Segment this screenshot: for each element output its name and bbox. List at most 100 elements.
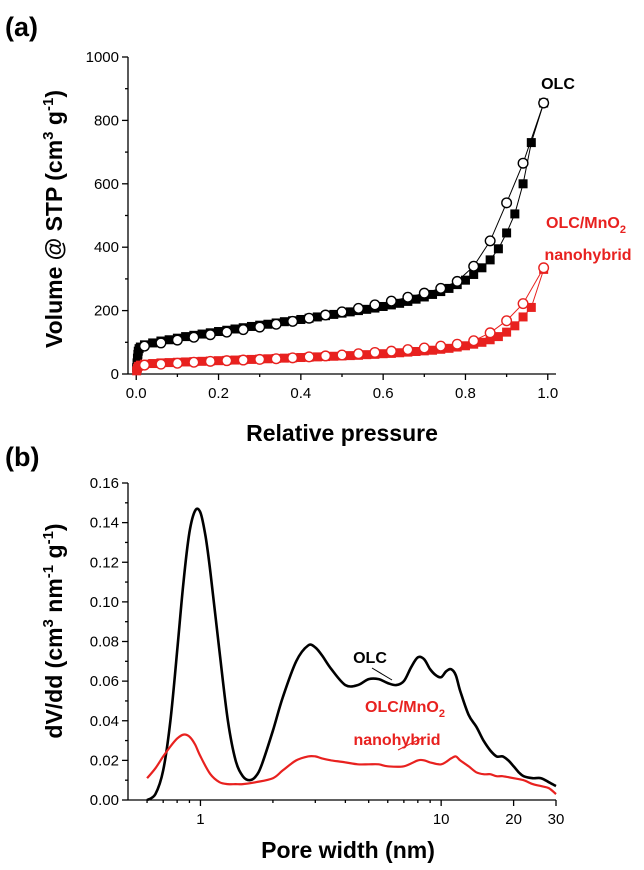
panel-a-olc-adsorption-point: [362, 304, 372, 314]
panel-a-olc-desorption-point: [221, 326, 233, 338]
panel-a-olc-desorption-point: [369, 299, 381, 311]
panel-a-mno2-adsorption-point: [214, 356, 224, 366]
panel-a-mno2-adsorption-point: [444, 343, 454, 353]
panel-a-mno2-adsorption-point: [510, 321, 520, 331]
panel-a-mno2-desorption-point: [501, 315, 513, 327]
panel-a-olc-adsorption-line: [136, 102, 545, 368]
panel-a-olc-desorption-point: [538, 97, 550, 109]
panel-a-olc-adsorption-point: [510, 209, 520, 219]
panel-a-mno2-desorption-point: [303, 351, 315, 363]
panel-a-mno2-adsorption-point: [378, 349, 388, 359]
panel-a-mno2-adsorption-point: [460, 341, 470, 351]
panel-a-olc-desorption-point: [287, 315, 299, 327]
panel-a-olc-desorption-point: [204, 329, 216, 341]
panel-a-mno2-desorption-point: [155, 358, 167, 370]
panel-a-mno2-desorption-point: [221, 355, 233, 367]
panel-a-mno2-desorption-point: [204, 355, 216, 367]
panel-a-mno2-adsorption-point: [312, 352, 322, 362]
panel-a-mno2-adsorption-point: [148, 359, 158, 369]
panel-b-y-tick-label: 0.12: [90, 554, 119, 571]
panel-a-mno2-adsorption-point: [428, 345, 438, 355]
panel-a-mno2-desorption-point: [270, 353, 282, 365]
panel-a-olc-desorption-point: [484, 235, 496, 247]
panel-a-olc-desorption-point: [402, 291, 414, 303]
panel-a-mno2-adsorption-point: [345, 351, 355, 361]
panel-a-olc-adsorption-point: [181, 332, 191, 342]
panel-b-olc-curve: [146, 507, 557, 802]
panel-a-olc-adsorption-point: [477, 263, 487, 273]
panel-a-x-tick-label: 0.0: [126, 385, 147, 402]
panel-a-mno2-desorption-point: [418, 342, 430, 354]
panel-a-olc-desorption-point: [188, 331, 200, 343]
panel-a-chart: Volume @ STP (cm3 g-1) Relative pressure…: [40, 49, 632, 446]
panel-b-y-tick-label: 0.00: [90, 792, 119, 809]
panel-a-olc-adsorption-point: [345, 307, 355, 317]
panel-b-y-tick-label: 0.10: [90, 594, 119, 611]
panel-b-x-tick-label: 30: [548, 811, 565, 828]
panel-b-y-tick-label: 0.16: [90, 475, 119, 492]
panel-a-olc-annotation: OLC: [541, 76, 575, 93]
panel-a-label: (a): [5, 12, 38, 42]
panel-a-mno2-adsorption-point: [493, 332, 503, 342]
panel-b-y-axis-title: dV/dd (cm3 nm-1 g-1): [40, 523, 67, 738]
panel-a-mno2-adsorption-point: [279, 353, 289, 363]
panel-a-olc-desorption-point: [171, 334, 183, 346]
panel-a-x-tick-label: 0.6: [373, 385, 394, 402]
panel-a-x-axis-title: Relative pressure: [246, 420, 438, 446]
panel-a-olc-adsorption-point: [411, 294, 421, 304]
panel-a-olc-adsorption-point: [312, 312, 322, 322]
panel-a-mno2-desorption-point: [171, 357, 183, 369]
panel-a-mno2-adsorption-point: [230, 355, 240, 365]
panel-a-mno2-adsorption-point: [362, 350, 372, 360]
panel-a-mno2-adsorption-point: [329, 351, 339, 361]
panel-a-olc-desorption-point: [385, 295, 397, 307]
panel-b-olc-annotation: OLC: [353, 650, 387, 667]
panel-a-mno2-desorption-point: [484, 327, 496, 339]
panel-a-mno2-adsorption-point: [164, 358, 174, 368]
panel-a-y-tick-label: 800: [94, 112, 119, 129]
panel-a-mno2-desorption-point: [188, 356, 200, 368]
panel-a-mno2-adsorption-point: [246, 354, 256, 364]
panel-a-olc-adsorption-point: [469, 269, 479, 279]
panel-a-olc-desorption-point: [501, 197, 513, 209]
panel-b-y-tick-label: 0.06: [90, 673, 119, 690]
panel-a-x-tick-label: 0.2: [208, 385, 229, 402]
panel-a-x-tick-label: 1.0: [537, 385, 558, 402]
panel-b-x-tick-label: 10: [433, 811, 450, 828]
panel-a-olc-desorption-point: [517, 157, 529, 169]
panel-a-olc-adsorption-point: [148, 338, 158, 348]
panel-a-mno2-desorption-point: [385, 345, 397, 357]
panel-a-mno2-adsorption-point: [502, 327, 512, 337]
panel-a-olc-adsorption-point: [214, 327, 224, 337]
panel-a-olc-adsorption-point: [395, 298, 405, 308]
panel-a-olc-adsorption-point: [164, 335, 174, 345]
panel-a-x-tick-label: 0.8: [455, 385, 476, 402]
panel-a-mno2-desorption-point: [517, 298, 529, 310]
panel-a-olc-desorption-point: [138, 340, 150, 352]
panel-a-olc-desorption-point: [418, 287, 430, 299]
panel-a-mno2-desorption-point: [352, 348, 364, 360]
panel-a-olc-adsorption-point: [230, 324, 240, 334]
panel-a-olc-adsorption-point: [197, 329, 207, 339]
panel-a-olc-desorption-point: [352, 302, 364, 314]
panel-b-x-tick-label: 20: [505, 811, 522, 828]
panel-a-olc-adsorption-point: [246, 321, 256, 331]
panel-a-olc-adsorption-point: [485, 255, 495, 265]
panel-b-x-tick-label: 1: [196, 811, 204, 828]
panel-a-olc-adsorption-point: [378, 301, 388, 311]
panel-a-mno2-adsorption-point: [411, 346, 421, 356]
panel-a-olc-desorption-point: [435, 282, 447, 294]
panel-a-mno2-adsorption-point: [485, 335, 495, 345]
panel-a-y-axis-title: Volume @ STP (cm3 g-1): [40, 90, 67, 348]
panel-a-y-tick-label: 1000: [86, 49, 119, 66]
panel-a-mno2-adsorption-point: [518, 312, 528, 322]
panel-b-mno2-curve: [146, 733, 557, 795]
panel-a-mno2-desorption-point: [435, 340, 447, 352]
panel-a-mno2-desorption-point: [538, 262, 550, 274]
panel-a-mno2-desorption-point: [402, 344, 414, 356]
panel-a-y-tick-label: 400: [94, 239, 119, 256]
panel-b-nanohybrid-annotation: nanohybrid: [353, 732, 440, 749]
panel-a-mno2-desorption-point: [451, 338, 463, 350]
panel-a-mno2-adsorption-point: [296, 353, 306, 363]
